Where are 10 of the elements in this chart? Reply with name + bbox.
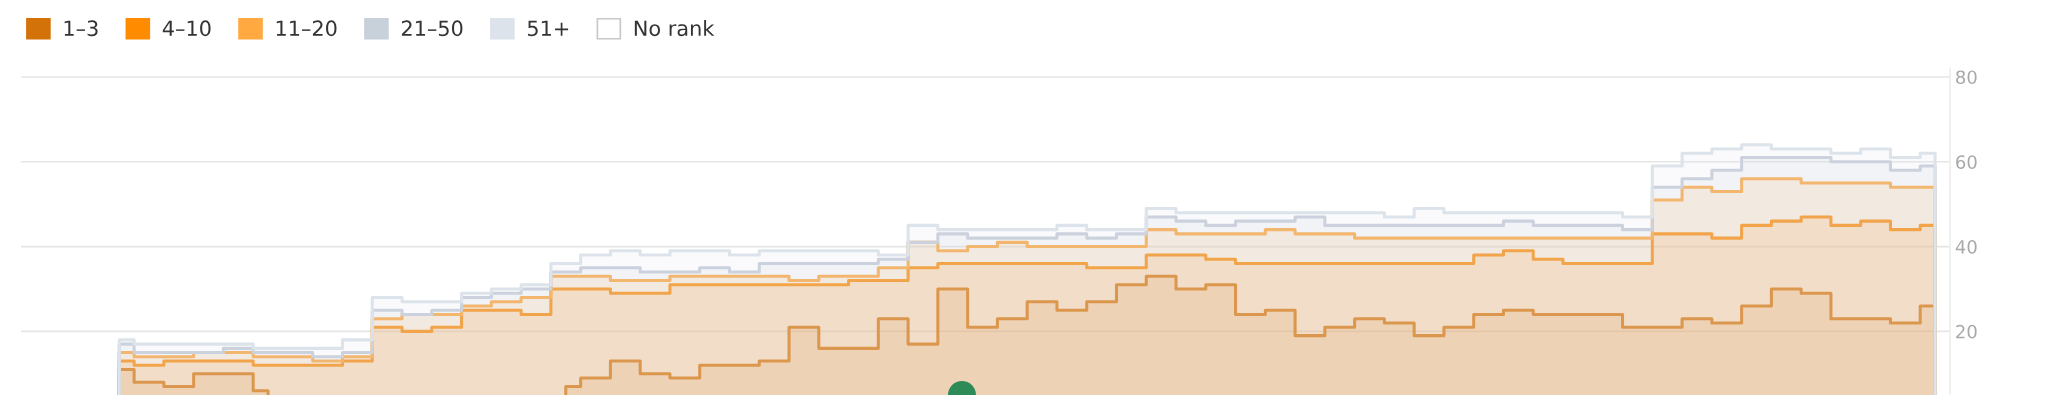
legend-label: 51+ — [527, 20, 569, 37]
legend-label: 21–50 — [401, 20, 463, 37]
y-tick-label: 80 — [1956, 70, 1977, 85]
y-tick-label: 60 — [1956, 155, 1977, 169]
legend-label: 11–20 — [276, 20, 337, 37]
legend-label: 1–3 — [64, 20, 98, 37]
legend-label: 4–10 — [162, 20, 211, 37]
legend-label: No rank — [634, 20, 715, 37]
y-tick-label: 40 — [1955, 240, 1977, 254]
y-tick-label: 20 — [1956, 324, 1977, 339]
